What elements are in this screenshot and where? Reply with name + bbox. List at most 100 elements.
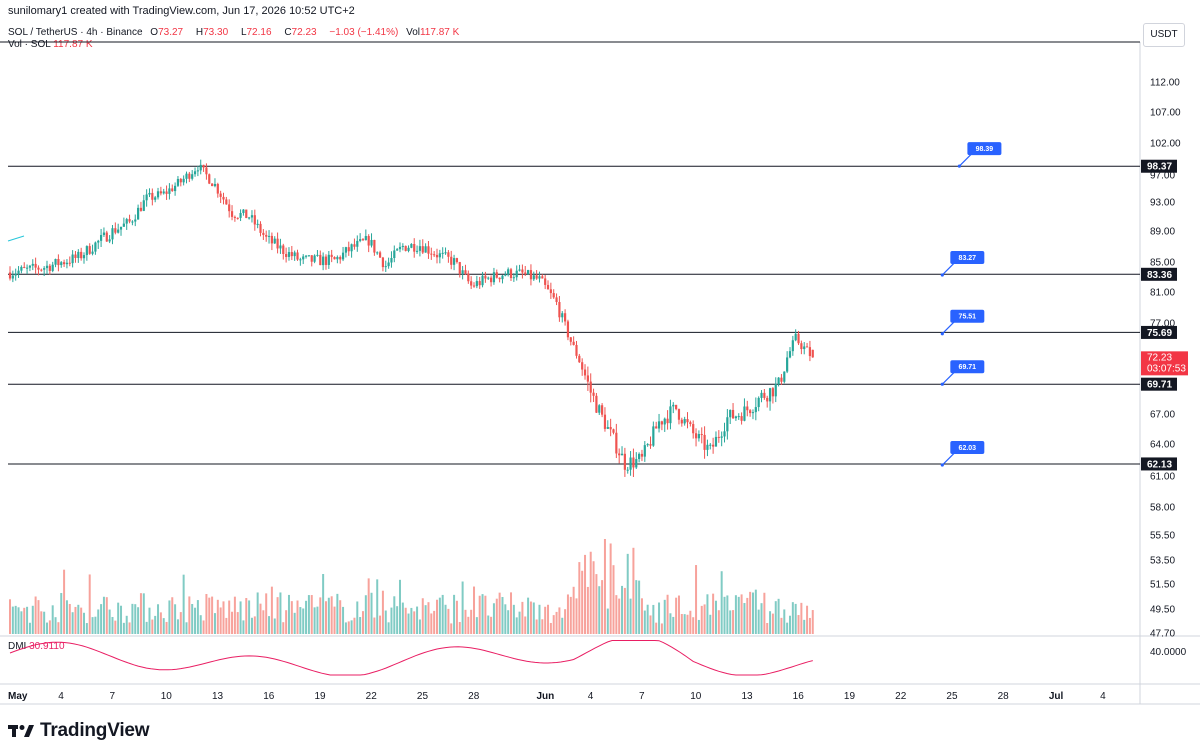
callout-label: 69.71 <box>959 364 977 371</box>
volume-bar <box>367 578 370 634</box>
candle-body <box>686 419 689 423</box>
candle-body <box>663 418 666 425</box>
volume-bar <box>71 612 74 634</box>
candle-body <box>159 191 162 194</box>
volume-bar <box>9 599 11 634</box>
volume-bar <box>117 602 120 634</box>
candle-body <box>498 277 501 280</box>
candle-body <box>768 388 772 402</box>
volume-bar <box>601 580 604 634</box>
volume-bar <box>287 594 290 634</box>
volume-bar <box>806 605 809 634</box>
volume-bar <box>566 594 569 634</box>
volume-bar <box>97 609 100 634</box>
level-badge-label: 62.13 <box>1147 459 1172 470</box>
candle-body <box>361 239 365 241</box>
candle-body <box>655 426 658 429</box>
candle-body <box>706 444 709 450</box>
volume-bar <box>507 610 510 634</box>
candle-body <box>803 346 806 350</box>
candle-body <box>276 238 279 249</box>
volume-bar <box>100 604 103 634</box>
candle-body <box>743 406 746 421</box>
volume-bar <box>253 616 256 634</box>
open-value: 73.27 <box>158 27 184 38</box>
level-badge <box>1141 457 1177 471</box>
callout-label: 75.51 <box>959 314 977 321</box>
candle-body <box>250 215 254 218</box>
candle-body <box>364 236 367 241</box>
tradingview-logo[interactable]: TradingView <box>8 719 150 743</box>
volume-bar <box>370 592 373 634</box>
candle-body <box>694 433 698 439</box>
volume-bar <box>361 611 364 634</box>
candle-body <box>444 252 447 254</box>
volume-bar <box>675 597 678 634</box>
candle-body <box>347 247 350 252</box>
volume-bar <box>102 596 105 634</box>
candle-body <box>287 252 291 257</box>
volume-bar <box>239 601 242 634</box>
volume-bar <box>336 593 339 634</box>
volume-bar <box>216 599 219 634</box>
volume-bar <box>771 613 774 634</box>
volume-bar <box>441 594 444 634</box>
level-badge-label: 83.36 <box>1147 270 1172 281</box>
volume-bar <box>487 615 490 634</box>
volume-bar <box>245 598 248 634</box>
volume-bar <box>683 614 686 634</box>
candle-body <box>734 416 737 419</box>
candle-body <box>51 264 54 271</box>
currency-button[interactable]: USDT <box>1143 23 1185 47</box>
volume-bar <box>259 603 262 634</box>
candle-body <box>495 272 498 278</box>
volume-bar <box>484 595 487 634</box>
open-label: O <box>150 27 159 38</box>
candle-body <box>327 254 330 265</box>
volume-bar <box>686 614 689 634</box>
y-tick-label: 51.50 <box>1150 580 1175 591</box>
candle-body <box>635 459 638 468</box>
volume-bar <box>663 599 666 634</box>
candle-body <box>151 192 154 200</box>
candle-body <box>740 416 743 421</box>
volume-bar <box>250 617 253 634</box>
candle-body <box>620 453 624 456</box>
candle-body <box>407 247 410 251</box>
volume-bar <box>85 623 88 634</box>
volume-label[interactable]: Vol · SOL <box>8 39 51 50</box>
volume-bar <box>655 622 658 634</box>
candle-body <box>128 219 131 222</box>
candle-body <box>746 406 749 411</box>
candle-body <box>669 406 672 424</box>
symbol-name[interactable]: SOL / TetherUS · 4h · Binance <box>8 27 143 38</box>
volume-bar <box>786 622 789 634</box>
x-tick-label: 28 <box>468 691 480 702</box>
candle-body <box>145 194 148 201</box>
candle-body <box>219 193 222 197</box>
candle-body <box>507 269 510 275</box>
volume-bar <box>145 621 148 634</box>
candle-body <box>447 252 450 257</box>
volume-bar <box>322 574 325 634</box>
x-tick-label: 16 <box>263 691 275 702</box>
candle-body <box>376 252 379 254</box>
volume-bar <box>51 605 54 634</box>
candle-body <box>293 252 296 257</box>
time-axis[interactable]: May 4 7 10 13 16 19 22 25 28 Jun 4 7 10 13 16 19 22 25 28 Ju… <box>8 691 1106 702</box>
volume-bar <box>236 612 239 634</box>
volume-bar <box>606 608 609 634</box>
candle-body <box>481 275 484 286</box>
low-value: 72.16 <box>246 27 272 38</box>
candle-body <box>80 251 83 259</box>
x-tick-label: May <box>8 691 28 702</box>
level-badge-label: 98.37 <box>1147 162 1172 173</box>
volume-bar <box>450 623 453 634</box>
dmi-label[interactable]: DMI <box>8 641 27 652</box>
volume-bar <box>783 609 786 634</box>
candle-body <box>521 269 524 273</box>
candle-body <box>71 254 74 264</box>
candle-body <box>524 272 527 275</box>
volume-bar <box>473 586 476 634</box>
